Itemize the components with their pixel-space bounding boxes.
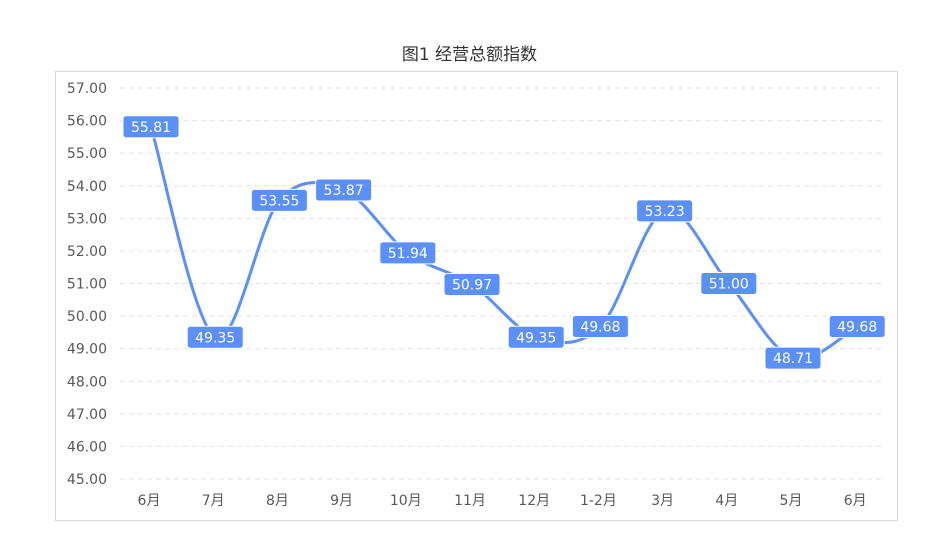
data-label-text: 51.00 [709,277,749,293]
y-tick-label: 53.00 [67,211,107,227]
x-tick-label: 6月 [844,493,867,509]
x-tick-label: 10月 [390,493,422,509]
data-label-box [122,115,180,139]
data-label-text: 51.94 [388,246,428,262]
y-tick-label: 49.00 [67,342,107,358]
data-label: 49.68 [571,315,629,339]
data-label: 50.97 [443,272,501,296]
x-tick-label: 11月 [454,493,486,509]
data-label: 49.68 [828,315,886,339]
data-label-box [636,199,694,223]
data-label: 53.23 [636,199,694,223]
data-label-text: 49.68 [837,320,877,336]
y-tick-label: 54.00 [67,179,107,195]
data-label: 51.94 [379,241,437,265]
y-axis-ticks: 45.00 46.00 47.00 48.00 49.00 50.00 51.00 52.00… [67,81,107,488]
data-label: 49.35 [507,325,565,349]
data-label: 48.71 [764,346,822,370]
data-label: 49.35 [186,325,244,349]
data-label-box [379,241,437,265]
data-label-box [507,325,565,349]
x-tick-label: 1-2月 [580,493,617,509]
x-tick-label: 6月 [138,493,161,509]
data-label-text: 48.71 [773,351,813,367]
data-label-box [443,272,501,296]
plot-frame [55,71,898,521]
data-label-text: 53.55 [259,193,299,209]
y-tick-label: 52.00 [67,244,107,260]
series-line [149,126,858,361]
data-label-text: 49.35 [195,330,235,346]
x-axis-ticks: 6月 7月 8月 9月 10月 11月 12月 1-2月 3月 4月 5月 6月 [138,493,867,509]
y-tick-label: 47.00 [67,407,107,423]
data-label: 55.81 [122,115,180,139]
data-label-box [764,346,822,370]
data-label-text: 55.81 [131,120,171,136]
data-label-box [571,315,629,339]
y-tick-label: 56.00 [67,114,107,130]
data-label: 53.55 [250,188,308,212]
y-tick-label: 48.00 [67,374,107,390]
data-label-box [828,315,886,339]
data-label-text: 53.23 [645,204,685,220]
y-tick-label: 51.00 [67,277,107,293]
y-tick-label: 55.00 [67,146,107,162]
y-tick-label: 50.00 [67,309,107,325]
data-label: 51.00 [700,272,758,295]
y-tick-label: 45.00 [67,472,107,488]
y-tick-label: 46.00 [67,439,107,455]
x-tick-label: 12月 [518,493,550,509]
data-label-text: 49.35 [516,330,556,346]
data-label-box [700,272,758,295]
data-label-text: 50.97 [452,277,492,293]
data-label-box [186,325,244,349]
x-tick-label: 8月 [266,493,289,509]
data-label-text: 49.68 [580,320,620,336]
x-tick-label: 4月 [715,493,738,509]
x-tick-label: 9月 [330,493,353,509]
x-tick-label: 3月 [651,493,674,509]
y-tick-label: 57.00 [67,81,107,97]
chart-title: 图1 经营总额指数 [401,45,538,65]
data-label-box [315,178,373,202]
grid-lines [120,87,885,480]
x-tick-label: 7月 [202,493,225,509]
data-label-box [250,188,308,212]
x-tick-label: 5月 [780,493,803,509]
data-label-text: 53.87 [324,183,364,199]
data-labels: 55.81 49.35 53.55 53.87 51.94 50.97 49.35 49.68… [122,115,886,370]
data-label: 53.87 [315,178,373,202]
